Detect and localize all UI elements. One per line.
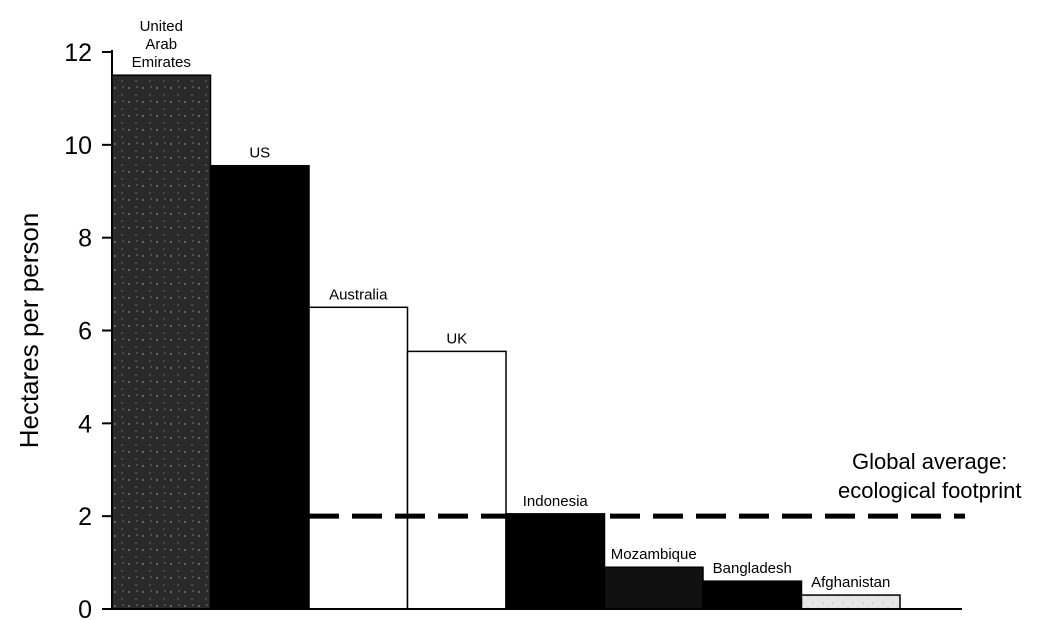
bar-label: Bangladesh bbox=[713, 560, 792, 577]
bar-label: UK bbox=[446, 330, 467, 347]
y-tick-label: 12 bbox=[64, 39, 92, 67]
bar-label: Australia bbox=[329, 286, 388, 303]
bar bbox=[702, 580, 803, 610]
reference-line-group: Global average: ecological footprint bbox=[309, 449, 1021, 519]
y-axis: 0 2 4 6 8 10 12 bbox=[64, 39, 113, 620]
bar bbox=[800, 594, 901, 610]
bar-label: Indonesia bbox=[523, 493, 589, 510]
global-average-label: Global average: ecological footprint bbox=[838, 449, 1021, 503]
bar bbox=[111, 74, 212, 610]
bar bbox=[308, 306, 409, 610]
bar bbox=[209, 164, 310, 610]
bar bbox=[406, 350, 507, 610]
bar bbox=[505, 513, 606, 610]
y-tick-label: 2 bbox=[78, 503, 92, 531]
y-tick-label: 6 bbox=[78, 318, 92, 346]
y-axis-label: Hectares per person bbox=[14, 213, 44, 449]
bar-label: Mozambique bbox=[611, 546, 697, 563]
bar-label: United Arab Emirates bbox=[132, 18, 191, 71]
y-tick-label: 8 bbox=[78, 225, 92, 253]
y-tick-label: 4 bbox=[78, 410, 92, 438]
y-tick-label: 0 bbox=[78, 596, 92, 620]
bar-label: Afghanistan bbox=[811, 574, 890, 591]
bars-group: United Arab Emirates US Australia UK Indonesia… bbox=[111, 18, 901, 610]
y-tick-label: 10 bbox=[64, 132, 92, 160]
bar-label: US bbox=[249, 145, 270, 162]
bar bbox=[603, 566, 704, 610]
